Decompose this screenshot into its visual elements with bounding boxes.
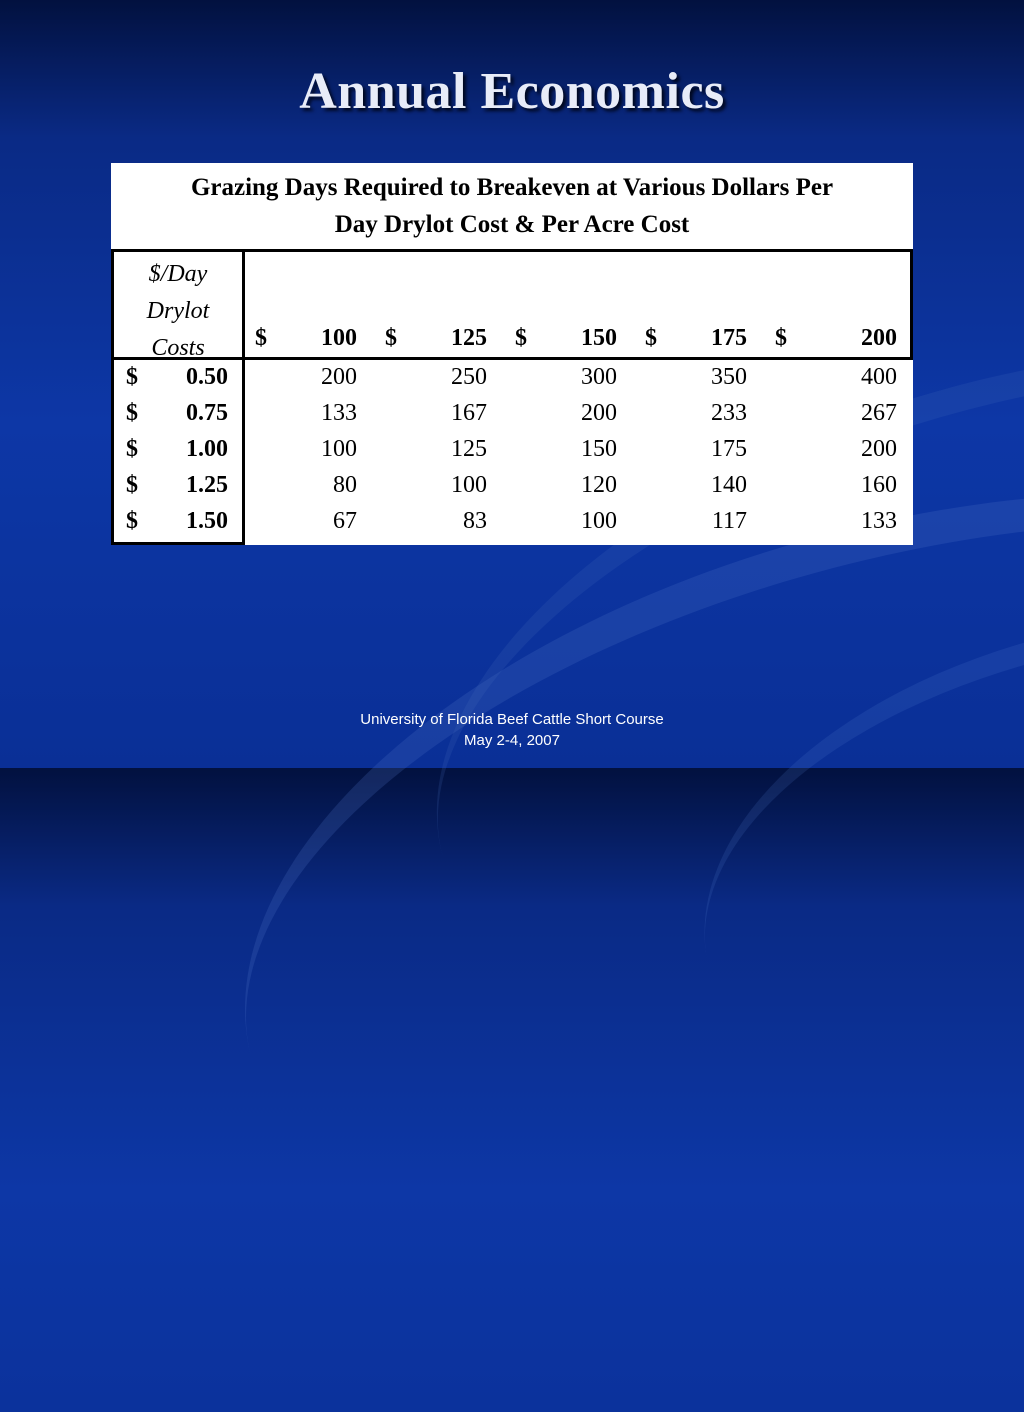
row-label-value: 0.75 — [186, 400, 228, 426]
slide-footer: University of Florida Beef Cattle Short … — [0, 709, 1024, 751]
table-cell: 117 — [711, 508, 747, 534]
table-cell: 200 — [861, 436, 897, 462]
column-header-currency: $ — [775, 325, 787, 351]
row-label-currency: $ — [126, 508, 138, 534]
column-header-currency: $ — [515, 325, 527, 351]
column-header-value: 100 — [321, 325, 357, 351]
row-label-value: 1.00 — [186, 436, 228, 462]
table-cell: 133 — [861, 508, 897, 534]
table-caption: Grazing Days Required to Breakeven at Va… — [111, 163, 913, 249]
table-cell: 100 — [451, 472, 487, 498]
table-cell: 175 — [711, 436, 747, 462]
row-label-value: 1.50 — [186, 508, 228, 534]
table-cell: 133 — [321, 400, 357, 426]
row-label-value: 1.25 — [186, 472, 228, 498]
row-label-value: 0.50 — [186, 364, 228, 390]
column-header-value: 175 — [711, 325, 747, 351]
footer-line2: May 2-4, 2007 — [464, 732, 560, 749]
row-label-currency: $ — [126, 400, 138, 426]
table-cell: 350 — [711, 364, 747, 390]
column-header-currency: $ — [385, 325, 397, 351]
table-cell: 300 — [581, 364, 617, 390]
table-cell: 83 — [463, 508, 487, 534]
table-cell: 100 — [321, 436, 357, 462]
table-cell: 167 — [451, 400, 487, 426]
column-header-value: 200 — [861, 325, 897, 351]
table-cell: 267 — [861, 400, 897, 426]
table-cell: 100 — [581, 508, 617, 534]
column-header-value: 150 — [581, 325, 617, 351]
table-cell: 67 — [333, 508, 357, 534]
table-cell: 200 — [321, 364, 357, 390]
row-header-line1: $/Day — [148, 261, 208, 287]
table-cell: 80 — [333, 472, 357, 498]
table-cell: 120 — [581, 472, 617, 498]
breakeven-table: Grazing Days Required to Breakeven at Va… — [111, 163, 913, 545]
table-cell: 250 — [451, 364, 487, 390]
row-header-line3: Costs — [151, 335, 205, 361]
row-header-column: $/Day Drylot Costs — [111, 249, 245, 545]
footer-line1: University of Florida Beef Cattle Short … — [360, 711, 664, 728]
row-label-currency: $ — [126, 364, 138, 390]
column-header-value: 125 — [451, 325, 487, 351]
table-cell: 140 — [711, 472, 747, 498]
table-cell: 233 — [711, 400, 747, 426]
column-header-currency: $ — [645, 325, 657, 351]
slide-title: Annual Economics — [299, 63, 725, 120]
row-header-line2: Drylot — [146, 298, 210, 324]
table-cell: 400 — [861, 364, 897, 390]
table-cell: 160 — [861, 472, 897, 498]
row-header-label: $/Day Drylot Costs — [114, 256, 242, 367]
table-cell: 150 — [581, 436, 617, 462]
table-caption-line2: Day Drylot Cost & Per Acre Cost — [334, 211, 690, 238]
column-header-box — [111, 249, 913, 360]
table-caption-line1: Grazing Days Required to Breakeven at Va… — [190, 174, 834, 201]
row-label-currency: $ — [126, 436, 138, 462]
column-header-currency: $ — [255, 325, 267, 351]
table-cell: 200 — [581, 400, 617, 426]
table-cell: 125 — [451, 436, 487, 462]
row-label-currency: $ — [126, 472, 138, 498]
